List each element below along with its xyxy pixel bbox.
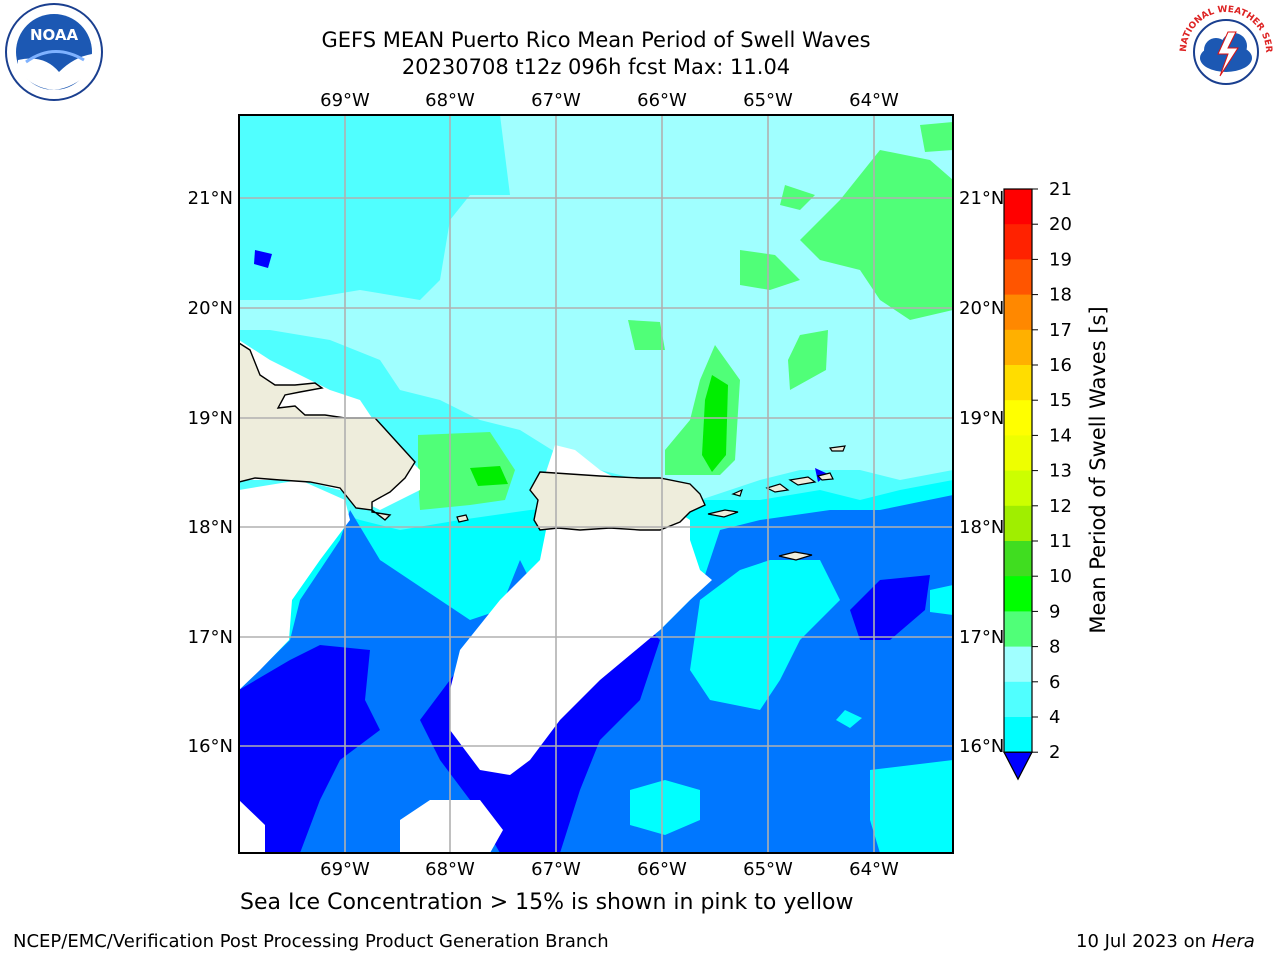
swell-contour-9-10s-mona [418,432,515,510]
lat-label-right: 16°N [959,736,1004,757]
swell-contour-4-6s-tongue [690,560,840,710]
land-mona-island [456,514,469,523]
lon-label-bottom: 65°W [743,859,793,880]
colorbar-band [1004,435,1032,472]
colorbar-label: Mean Period of Swell Waves [s] [1086,306,1110,633]
lat-label-left: 18°N [188,517,233,538]
colorbar-tick-label: 2 [1049,742,1060,763]
swell-contour-10-11s-mona [470,466,508,486]
land-culebra [731,488,743,497]
lat-label-right: 18°N [959,517,1004,538]
land-vieques [707,509,739,518]
colorbar-band [1004,400,1032,436]
lon-label-top: 69°W [320,90,370,111]
footer-branch: NCEP/EMC/Verification Post Processing Pr… [13,931,609,952]
no-data-region-south [400,800,503,853]
colorbar-tick-label: 12 [1049,496,1072,517]
lat-label-right: 21°N [959,188,1004,209]
colorbar-tick-label: 18 [1049,285,1072,306]
colorbar-tick-label: 10 [1049,566,1072,587]
lat-label-left: 16°N [188,736,233,757]
colorbar-tick-label: 17 [1049,320,1072,341]
swell-contour-9-10s-north [920,122,953,152]
lon-label-top: 65°W [743,90,793,111]
swell-contour-4-6s-south [630,780,700,835]
lat-label-right: 17°N [959,627,1004,648]
colorbar-band [1004,189,1032,225]
colorbar-band [1004,294,1032,331]
lon-label-bottom: 67°W [531,859,581,880]
lon-label-top: 67°W [531,90,581,111]
nws-logo-icon: NATIONAL WEATHER SERVICE [1176,2,1273,99]
swell-contour-9-10s-cell4 [788,330,828,390]
no-data-region-southwest [239,800,265,853]
swell-contour-9-10s-cell3 [628,320,665,350]
lon-label-top: 64°W [849,90,899,111]
colorbar-tick-label: 20 [1049,214,1072,235]
swell-contour-9-10s-cell [740,250,800,290]
colorbar-band [1004,576,1032,612]
colorbar-tick-label: 14 [1049,425,1072,446]
lat-label-left: 20°N [188,298,233,319]
lon-label-bottom: 66°W [637,859,687,880]
colorbar-band [1004,329,1032,366]
lat-label-left: 21°N [188,188,233,209]
lon-label-bottom: 68°W [425,859,475,880]
colorbar-tick-label: 4 [1049,707,1060,728]
colorbar-band [1004,365,1032,401]
land-hispaniola [239,342,416,521]
colorbar-tick-label: 6 [1049,672,1060,693]
swell-contour-4-6s-southeast [870,760,953,853]
colorbar-tick-label: 8 [1049,637,1060,658]
sea-ice-caption: Sea Ice Concentration > 15% is shown in … [240,890,854,915]
colorbar-band [1004,646,1032,683]
colorbar-extend-arrow [1003,751,1033,781]
swell-contour-0-2s-east [850,575,930,640]
colorbar-band [1004,470,1032,507]
noaa-logo-icon: NOAA [5,3,103,101]
swell-contour-4-6s-cell [836,710,862,728]
swell-contour-10-11s-core [702,375,728,472]
lat-label-right: 19°N [959,408,1004,429]
colorbar-tick-label: 21 [1049,179,1072,200]
colorbar-tick-label: 16 [1049,355,1072,376]
lon-label-top: 68°W [425,90,475,111]
swell-contour-4-6s-east [930,585,953,615]
footer-machine: Hera [1211,931,1255,952]
map-frame [238,114,954,854]
colorbar-tick-label: 11 [1049,531,1072,552]
land-st-croix [778,551,813,561]
lat-label-left: 17°N [188,627,233,648]
colorbar-tick-label: 15 [1049,390,1072,411]
chart-subtitle: 20230708 t12z 096h fcst Max: 11.04 [401,55,791,79]
land-virgin-islands [765,472,834,493]
map-gridlines [239,115,953,853]
colorbar-band [1004,611,1032,648]
colorbar-band [1004,541,1032,577]
colorbar-band [1004,681,1032,718]
land-anegada [828,445,846,452]
colorbar-band [1004,505,1032,542]
colorbar-tick-label: 9 [1049,601,1060,622]
lon-label-bottom: 69°W [320,859,370,880]
lat-label-right: 20°N [959,298,1004,319]
footer-date: 10 Jul 2023 on Hera [1076,931,1255,952]
noaa-logo-text: NOAA [30,26,79,44]
colorbar-tick-label: 19 [1049,249,1072,270]
colorbar-tick-label: 13 [1049,461,1072,482]
colorbar-band [1004,717,1032,753]
chart-title: GEFS MEAN Puerto Rico Mean Period of Swe… [321,28,871,52]
colorbar-band [1004,259,1032,296]
lon-label-top: 66°W [637,90,687,111]
swell-contour-9-10s-east [800,150,953,320]
lon-label-bottom: 64°W [849,859,899,880]
footer-date-text: 10 Jul 2023 on [1076,931,1212,952]
map-plot-area [239,115,953,853]
lat-label-left: 19°N [188,408,233,429]
colorbar-band [1004,224,1032,260]
swell-contour-0-2s-cell [254,250,272,268]
colorbar: 2 4 6 8 9 10 11 12 13 14 15 16 17 18 19 20 21 [1003,179,1072,781]
